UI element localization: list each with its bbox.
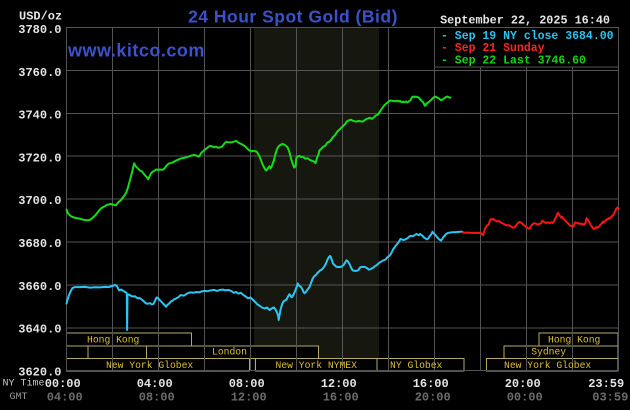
svg-text:00:00: 00:00 (507, 391, 543, 405)
svg-text:00:00: 00:00 (45, 377, 81, 391)
svg-text:www.kitco.com: www.kitco.com (67, 41, 205, 61)
svg-text:3720.0: 3720.0 (18, 151, 61, 165)
svg-text:September 22, 2025 16:40: September 22, 2025 16:40 (440, 14, 610, 28)
svg-text:12:00: 12:00 (321, 377, 357, 391)
svg-text:20:00: 20:00 (415, 391, 451, 405)
svg-text:3660.0: 3660.0 (18, 280, 61, 294)
svg-text:3780.0: 3780.0 (18, 23, 61, 37)
svg-text:03:59: 03:59 (592, 391, 628, 405)
svg-text:16:00: 16:00 (323, 391, 359, 405)
svg-text:3620.0: 3620.0 (18, 365, 61, 379)
svg-text:- Sep 22 Last 3746.60: - Sep 22 Last 3746.60 (441, 54, 586, 67)
svg-text:04:00: 04:00 (137, 377, 173, 391)
svg-text:London: London (212, 347, 247, 358)
svg-text:GMT: GMT (10, 392, 28, 403)
svg-text:08:00: 08:00 (139, 391, 175, 405)
svg-text:12:00: 12:00 (231, 391, 267, 405)
svg-text:USD/oz: USD/oz (19, 10, 62, 24)
svg-text:3740.0: 3740.0 (18, 109, 61, 123)
svg-text:24 Hour Spot Gold (Bid): 24 Hour Spot Gold (Bid) (188, 7, 398, 27)
svg-text:Hong Kong: Hong Kong (548, 334, 600, 345)
svg-text:08:00: 08:00 (229, 377, 265, 391)
svg-text:23:59: 23:59 (588, 377, 624, 391)
svg-text:3680.0: 3680.0 (18, 237, 61, 251)
svg-text:New York Globex: New York Globex (106, 360, 193, 371)
svg-text:Sydney: Sydney (531, 347, 566, 358)
svg-text:3640.0: 3640.0 (18, 323, 61, 337)
svg-text:3760.0: 3760.0 (18, 66, 61, 80)
svg-text:3700.0: 3700.0 (18, 194, 61, 208)
svg-text:- Sep 19 NY close 3684.00: - Sep 19 NY close 3684.00 (441, 30, 614, 43)
svg-text:New York Globex: New York Globex (504, 360, 591, 371)
svg-text:16:00: 16:00 (413, 377, 449, 391)
svg-text:NY Time: NY Time (3, 378, 45, 390)
svg-text:New York NYMEX: New York NYMEX (276, 360, 358, 371)
svg-text:NY Globex: NY Globex (390, 360, 443, 371)
svg-text:- Sep 21 Sunday: - Sep 21 Sunday (441, 42, 545, 55)
svg-text:Hong Kong: Hong Kong (87, 334, 139, 345)
svg-text:20:00: 20:00 (505, 377, 541, 391)
svg-text:04:00: 04:00 (47, 391, 83, 405)
